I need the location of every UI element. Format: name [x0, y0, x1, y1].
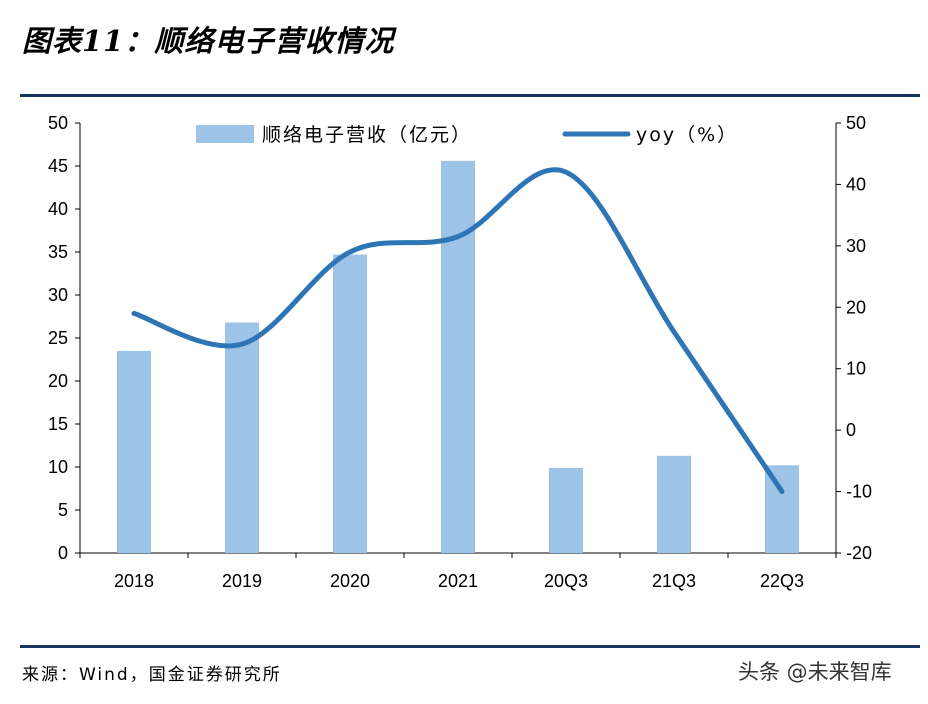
left-tick-label: 10 [48, 457, 68, 477]
revenue-bar [549, 467, 583, 553]
left-tick-label: 0 [58, 543, 68, 563]
x-tick-label: 20Q3 [544, 571, 588, 591]
bottom-divider [20, 645, 920, 648]
left-tick-label: 50 [48, 113, 68, 133]
top-divider [20, 94, 920, 97]
figure-title: 图表11：顺络电子营收情况 [22, 24, 395, 58]
x-tick-label: 2019 [222, 571, 262, 591]
line-series [131, 167, 785, 495]
left-tick-label: 40 [48, 199, 68, 219]
x-tick-label: 22Q3 [760, 571, 804, 591]
x-tick-label: 2021 [438, 571, 478, 591]
right-tick-label: 40 [846, 174, 866, 194]
right-tick-label: 50 [846, 113, 866, 133]
revenue-bar [441, 160, 475, 553]
right-tick-label: 20 [846, 297, 866, 317]
right-tick-label: 30 [846, 236, 866, 256]
x-tick-label: 21Q3 [652, 571, 696, 591]
source-note: 来源：Wind，国金证券研究所 [22, 665, 282, 685]
bar-series [117, 160, 799, 553]
right-tick-label: -10 [846, 482, 872, 502]
left-tick-label: 15 [48, 414, 68, 434]
watermark: 头条 @未来智库 [738, 660, 892, 684]
left-tick-label: 5 [58, 500, 68, 520]
left-tick-label: 35 [48, 242, 68, 262]
x-tick-label: 2020 [330, 571, 370, 591]
yoy-line [131, 167, 785, 495]
revenue-bar [117, 350, 151, 553]
legend: 顺络电子营收（亿元） yoy（%） [196, 124, 738, 146]
left-tick-label: 25 [48, 328, 68, 348]
right-tick-label: 0 [846, 420, 856, 440]
tick-labels: 0 5 10 15 20 25 30 35 40 45 50 -20 -10 0 10 20 30 40 50 201… [48, 113, 872, 591]
revenue-bar [333, 254, 367, 553]
left-tick-label: 45 [48, 156, 68, 176]
legend-label-yoy: yoy（%） [636, 124, 738, 146]
left-tick-label: 30 [48, 285, 68, 305]
right-tick-label: -20 [846, 543, 872, 563]
right-tick-label: 10 [846, 359, 866, 379]
revenue-bar [765, 465, 799, 553]
revenue-bar [225, 322, 259, 553]
x-tick-label: 2018 [114, 571, 154, 591]
legend-label-revenue: 顺络电子营收（亿元） [262, 124, 472, 146]
legend-swatch-revenue [196, 125, 254, 143]
revenue-bar [657, 455, 691, 553]
left-tick-label: 20 [48, 371, 68, 391]
